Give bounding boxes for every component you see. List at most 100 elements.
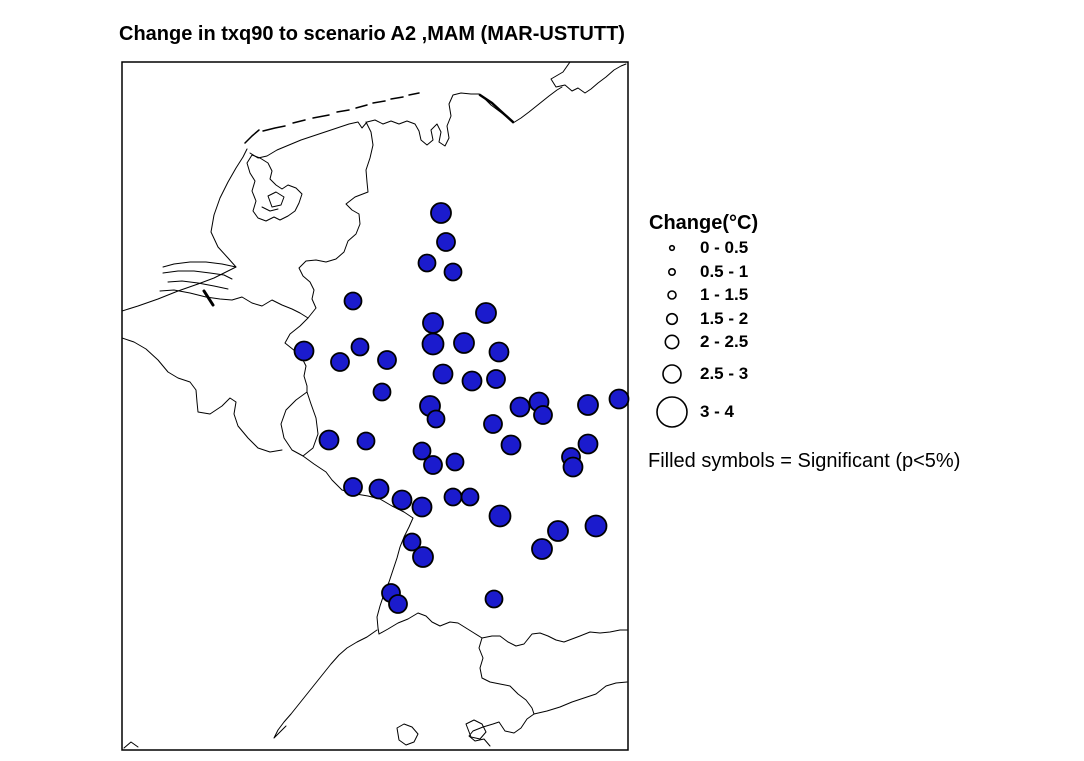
station-point: [436, 232, 456, 252]
station-point: [531, 538, 553, 560]
legend-circle: [656, 396, 688, 428]
map-path-scheldt-mark: [202, 289, 215, 307]
station-point: [486, 369, 506, 389]
map-path-island-texel: [244, 129, 260, 144]
station-point: [577, 394, 599, 416]
legend-label: 0 - 0.5: [700, 238, 749, 257]
map-path-delta-finger: [159, 289, 233, 301]
map-path-delta-finger: [162, 270, 233, 280]
station-point: [343, 291, 363, 311]
map-path-border-be-nl: [231, 296, 309, 319]
station-point: [432, 363, 454, 385]
station-point: [483, 414, 503, 434]
legend-circle: [667, 290, 677, 300]
station-point: [430, 202, 452, 224]
map-path-luxembourg: [280, 391, 319, 457]
station-point: [411, 496, 433, 518]
station-point: [533, 405, 553, 425]
map-path-border-be-fr: [122, 337, 283, 453]
legend-title: Change(°C): [649, 212, 759, 234]
map-path-wadden-island: [408, 92, 420, 96]
map-path-wadden-island: [312, 114, 330, 119]
station-point: [377, 350, 397, 370]
chart-title: Change in txq90 to scenario A2 ,MAM (MAR…: [119, 23, 625, 45]
legend-label: 0.5 - 1: [700, 262, 749, 281]
map-path-border-ch-north: [378, 612, 628, 647]
map-path-elbe-estuary: [550, 62, 627, 94]
station-point: [453, 332, 475, 354]
station-point: [577, 433, 599, 455]
station-point: [293, 340, 315, 362]
station-point: [423, 455, 443, 475]
station-point: [412, 441, 432, 461]
station-point: [461, 370, 483, 392]
station-point: [372, 382, 392, 402]
station-point: [547, 520, 569, 542]
legend-label: 2 - 2.5: [700, 332, 749, 351]
station-point: [318, 429, 340, 451]
station-point: [488, 341, 510, 363]
station-point: [368, 478, 390, 500]
station-point: [356, 431, 376, 451]
map-path-wadden-island: [355, 104, 368, 109]
map-path-delta-finger: [167, 280, 229, 290]
station-point: [445, 452, 465, 472]
station-point: [343, 477, 363, 497]
map-path-wadden-island: [262, 125, 286, 132]
map-path-weser-marsh: [478, 93, 515, 124]
legend-label: 1 - 1.5: [700, 285, 749, 304]
station-point: [417, 253, 437, 273]
legend-circle: [664, 334, 680, 350]
legend-label: 2.5 - 3: [700, 364, 749, 383]
station-point: [562, 456, 584, 478]
station-point: [584, 514, 608, 538]
legend-label: 1.5 - 2: [700, 309, 749, 328]
map-path-wadden-island: [390, 96, 404, 100]
basemap-borders: [122, 62, 628, 749]
station-point: [402, 532, 422, 552]
station-point: [608, 388, 630, 410]
station-point: [388, 594, 408, 614]
map-path-border-nl-de: [298, 121, 374, 319]
station-point: [443, 262, 463, 282]
map-path-alpine-blob: [465, 719, 487, 740]
map-path-coast-belgium-holland: [122, 148, 248, 312]
map-path-wadden-island: [336, 109, 350, 113]
station-point: [460, 487, 480, 507]
map-path-border-fr-ch-jura: [273, 629, 378, 739]
map-path-border-ch-south-spur: [468, 713, 535, 747]
map-path-wadden-island: [292, 119, 306, 124]
station-point: [412, 546, 434, 568]
legend-circle: [665, 312, 679, 326]
significance-note: Filled symbols = Significant (p<5%): [648, 450, 961, 472]
station-point: [488, 504, 512, 528]
map-path-delta-finger: [162, 261, 237, 268]
map-path-border-ch-at: [478, 637, 628, 715]
legend-circle: [668, 244, 676, 252]
station-point: [350, 337, 370, 357]
map-path-border-fr-de-rhine: [302, 455, 414, 635]
station-point: [422, 312, 444, 334]
legend-size-circles: [656, 244, 688, 428]
map-path-wadden-island: [372, 100, 386, 104]
legend-label: 3 - 4: [700, 402, 735, 421]
map-path-flevoland: [267, 191, 285, 208]
station-points: [293, 202, 630, 614]
station-point: [391, 489, 413, 511]
map-path-alpine-blob: [396, 723, 419, 746]
map-frame: [121, 61, 629, 751]
station-point: [421, 332, 445, 356]
station-point: [443, 487, 463, 507]
station-point: [484, 589, 504, 609]
station-point: [509, 396, 531, 418]
station-point: [330, 352, 350, 372]
map-path-markermeer-line: [261, 206, 279, 212]
station-point: [500, 434, 522, 456]
map-path-ijsselmeer: [246, 154, 303, 222]
legend-circle: [667, 267, 676, 276]
station-point: [426, 409, 446, 429]
legend-circle: [662, 364, 682, 384]
station-point: [475, 302, 497, 324]
